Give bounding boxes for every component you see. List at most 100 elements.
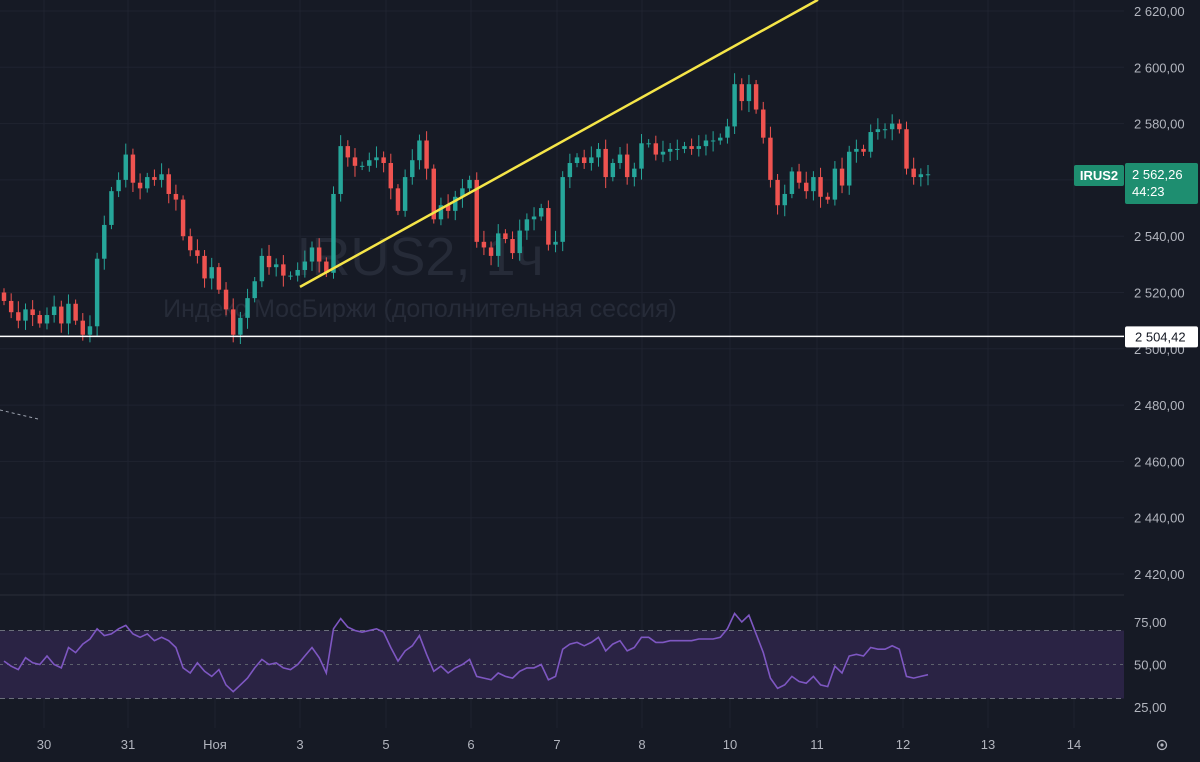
price-axis-panel [1124, 0, 1200, 762]
candle [632, 162, 637, 187]
candle [302, 250, 308, 278]
candle [510, 231, 515, 260]
candle [481, 230, 487, 256]
price-axis[interactable]: 2 620,002 600,002 580,002 560,002 540,00… [1134, 4, 1185, 582]
time-tick-label: 7 [553, 737, 560, 752]
watermark-ticker: IRUS2, 1ч [296, 227, 543, 287]
candle [288, 271, 293, 280]
time-tick-label: 8 [638, 737, 645, 752]
candle [496, 224, 501, 267]
time-tick-label: 3 [296, 737, 303, 752]
candle [839, 157, 845, 194]
candle [123, 143, 128, 188]
candle [682, 141, 687, 154]
candle [216, 262, 222, 294]
time-tick-label: 31 [121, 737, 135, 752]
candle [202, 249, 207, 288]
candle [689, 138, 694, 155]
candle [861, 144, 866, 156]
candle [574, 153, 580, 168]
candle [854, 139, 859, 163]
candle [102, 215, 107, 270]
candle [589, 146, 594, 171]
candle [818, 167, 823, 208]
price-tick-label: 2 620,00 [1134, 4, 1185, 19]
candle [453, 190, 458, 221]
candle [696, 135, 702, 157]
candle [44, 307, 50, 330]
candle [259, 248, 265, 288]
candle [474, 172, 479, 248]
candle [1, 288, 7, 306]
candle [882, 123, 888, 139]
candle [145, 172, 150, 193]
candle [116, 172, 121, 198]
candle [617, 146, 623, 169]
candle [460, 179, 465, 208]
candle [710, 131, 716, 152]
candle [897, 119, 902, 134]
candle [281, 255, 286, 287]
price-grid [0, 10, 1124, 575]
dashed-drawing[interactable] [0, 409, 39, 420]
price-tick-label: 2 520,00 [1134, 286, 1185, 301]
candle [367, 152, 372, 172]
candle [911, 157, 916, 185]
rsi-axis[interactable]: 75,00 50,00 25,00 [1134, 615, 1167, 715]
symbol-label: IRUS2 [1074, 165, 1124, 186]
candle [624, 143, 630, 185]
candle [768, 126, 773, 188]
candle [553, 230, 558, 253]
candle [660, 140, 666, 163]
candle [8, 293, 14, 319]
time-tick-label: Ноя [203, 737, 227, 752]
gear-icon[interactable] [1156, 739, 1168, 751]
candle [137, 173, 143, 200]
candle [653, 135, 659, 161]
candle [846, 145, 852, 195]
candle [761, 101, 766, 144]
candle [732, 73, 737, 135]
candle [718, 133, 723, 145]
hline-price-label: 2 504,42 [1125, 326, 1198, 348]
candle [345, 140, 351, 167]
candle [309, 241, 315, 271]
price-tick-label: 2 420,00 [1134, 567, 1185, 582]
candle [639, 134, 644, 180]
candle [331, 186, 336, 279]
time-grid [43, 0, 1075, 728]
candle [209, 257, 214, 290]
candle [16, 301, 21, 329]
symbol-text: IRUS2 [1080, 168, 1118, 183]
time-tick-label: 14 [1067, 737, 1081, 752]
candle [524, 213, 530, 240]
candle [746, 74, 752, 113]
candle [195, 239, 200, 264]
candle [825, 192, 830, 204]
candle [811, 171, 816, 201]
candle [130, 148, 136, 193]
candle [904, 121, 909, 175]
candle [503, 229, 508, 244]
candle [273, 258, 279, 277]
time-axis[interactable]: 30 31 Ноя 3 5 6 7 8 10 11 12 13 14 [37, 737, 1081, 752]
candle [223, 282, 229, 316]
time-tick-label: 11 [810, 737, 824, 752]
candle [832, 161, 838, 206]
price-tick-label: 2 600,00 [1134, 60, 1185, 75]
time-tick-label: 6 [467, 737, 474, 752]
candle [159, 163, 164, 188]
candle [796, 163, 802, 189]
candle [646, 139, 651, 148]
price-tick-label: 2 580,00 [1134, 117, 1185, 132]
time-tick-label: 10 [723, 737, 737, 752]
rsi-line[interactable] [3, 612, 929, 693]
trend-line[interactable] [299, 0, 819, 288]
candle [51, 295, 57, 323]
candle [703, 134, 709, 156]
price-tick-label: 2 540,00 [1134, 229, 1185, 244]
candle [180, 195, 186, 241]
rsi-tick-label: 75,00 [1134, 615, 1167, 630]
candle [266, 244, 272, 275]
